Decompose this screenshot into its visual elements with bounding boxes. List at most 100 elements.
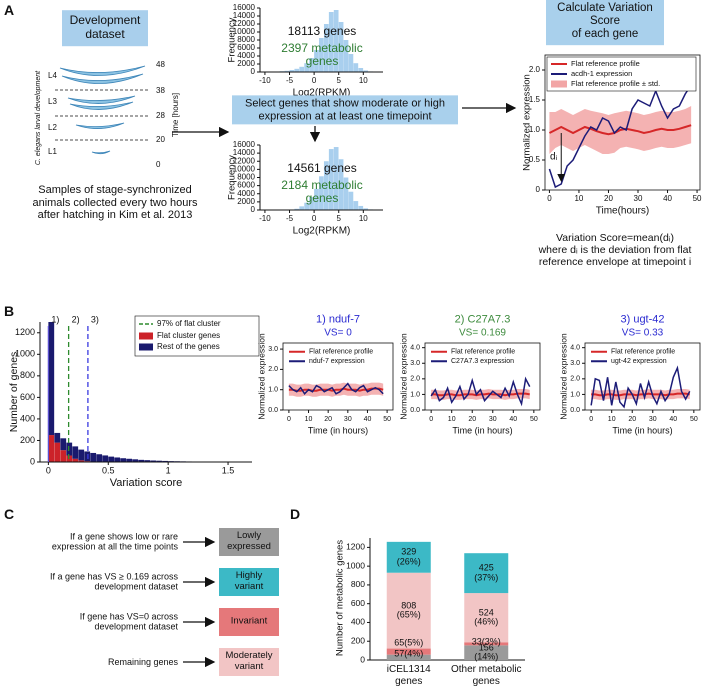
legend-label: nduf-7 expression [309,358,365,365]
histogram-bar [353,63,359,72]
legend-label: Rest of the genes [157,342,220,351]
x-tick-label: 30 [649,416,657,423]
y-axis-title: Number of metabolic genes [335,540,346,656]
reference-label: 3) [91,314,99,324]
legend-box [546,56,697,92]
histogram-bar [363,70,369,72]
x-tick-label: 5 [336,76,341,85]
series-line [590,365,691,409]
x-tick-label: 30 [634,194,643,203]
y-tick-label: 1.5 [529,95,541,104]
y-tick-label: 4.0 [570,345,580,352]
histogram-bar [309,197,314,210]
x-tick-label: 40 [669,416,677,423]
y-tick-label: 0 [536,185,541,194]
x-tick-label: 1 [166,465,171,475]
plot-frame [544,54,701,191]
y-tick-label: 4000 [237,51,255,60]
histogram-bar [304,63,309,72]
histogram-bar [348,191,354,210]
histogram-bar [48,322,55,436]
y-tick-label: 10000 [233,164,256,173]
y-tick-label: 0 [360,654,365,664]
worm-diagram [55,65,150,155]
x-tick-label: 0 [312,76,317,85]
histogram-bar [358,68,364,72]
histogram-bar [338,22,344,72]
legend-label: ugt-42 expression [611,358,667,365]
stage-label: L4 [48,71,57,80]
y-tick-label: 1.0 [570,391,580,398]
legend-label: Flat reference profile [571,59,640,68]
x-tick-label: 20 [324,416,332,423]
y-tick-label: 14000 [233,11,256,20]
histogram-bar [319,176,324,210]
y-tick-label: 14000 [233,148,256,157]
legend-label: Flat cluster genes [157,331,220,340]
time-tick: 0 [156,160,161,169]
histogram-bar [120,458,127,462]
y-tick-label: 0.5 [529,155,541,164]
histogram-bar [60,438,67,451]
histogram-bar [299,66,305,72]
flow-arrows [172,102,517,143]
histogram-bar [323,24,329,72]
histogram-bar [309,58,314,72]
histogram-bar [60,450,67,462]
histogram-bar [348,54,354,72]
histogram-bar [108,456,115,462]
series-line [591,392,690,397]
legend-box [134,315,260,357]
x-tick-label: -5 [286,76,294,85]
x-axis-title: Log2(RPKM) [293,88,351,99]
histogram-bar [284,70,290,72]
histogram-bar [319,38,324,72]
time-tick: 38 [156,86,165,95]
histogram-bar [114,457,121,462]
histogram-bar [299,206,305,210]
y-tick-label: 1000 [346,560,365,570]
y-axis-title: Number of genes [8,352,20,433]
y-axis-title: Normalized expression [256,333,266,420]
x-tick-label: 10 [359,214,368,223]
legend-label: Flat reference profile [611,349,675,356]
class-box [219,528,279,556]
histogram-bar [84,451,91,462]
y-tick-label: 200 [20,435,35,445]
series-line [431,392,530,397]
histogram-bar [126,458,133,462]
histogram-bar [132,459,139,462]
x-axis-title: Time (in hours) [308,425,368,435]
x-tick-label: 20 [628,416,636,423]
time-tick: 28 [156,111,165,120]
histogram-bar [363,208,369,210]
legend-label: 97% of flat cluster [157,319,221,328]
y-tick-label: 2.0 [268,366,278,373]
plot-frame [282,342,394,411]
bar-segment [386,654,431,660]
y-axis-title: Normalized expression [522,74,533,171]
histogram-bar [323,161,329,210]
x-tick-label: 10 [305,416,313,423]
stage-label: L3 [48,97,57,106]
bar-segment [464,642,509,646]
x-tick-label: -10 [259,214,271,223]
x-axis-title: Log2(RPKM) [293,226,351,237]
stage-label: L1 [48,147,57,156]
legend-label: acdh-1 expression [571,69,632,78]
x-tick-label: -5 [286,214,294,223]
x-tick-label: 20 [468,416,476,423]
histogram-bar [138,459,145,462]
histogram-bar [102,455,109,462]
y-tick-label: 1000 [15,349,35,359]
y-tick-label: 0.0 [268,407,278,414]
x-tick-label: 10 [608,416,616,423]
histogram-bar [78,449,85,461]
deviation-label: dᵢ [550,152,558,163]
y-axis-title: Frequency [227,17,238,62]
y-tick-label: 1200 [346,542,365,552]
x-tick-label: 0.5 [102,465,115,475]
histogram-bar [358,205,364,210]
y-tick-label: 16000 [233,3,256,12]
